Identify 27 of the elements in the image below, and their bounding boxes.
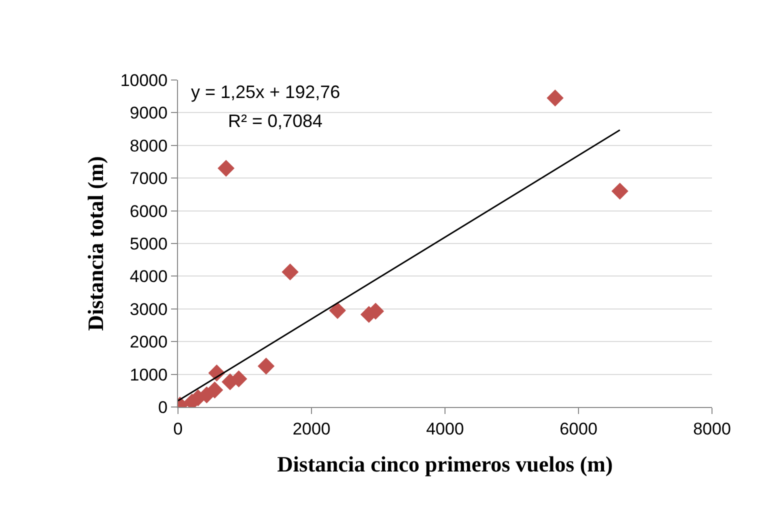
y-tick-label: 1000 xyxy=(130,365,168,384)
y-axis-title: Distancia total (m) xyxy=(83,156,108,331)
point xyxy=(329,302,346,319)
y-tick-label: 10000 xyxy=(120,70,168,90)
point xyxy=(611,182,628,200)
y-tick-label: 6000 xyxy=(130,202,168,221)
y-tick-label: 2000 xyxy=(130,332,168,352)
point xyxy=(206,382,224,398)
y-tick-label: 4000 xyxy=(130,267,168,286)
y-tick-label: 7000 xyxy=(130,169,168,188)
x-tick-label: 8000 xyxy=(693,419,731,438)
y-tick-label: 3000 xyxy=(130,300,168,319)
x-tick-label: 0 xyxy=(173,419,183,438)
x-tick-label: 6000 xyxy=(560,419,598,438)
point xyxy=(282,264,299,280)
x-axis-title: Distancia cinco primeros vuelos (m) xyxy=(277,451,613,476)
annotation: y = 1,25x + 192,76 xyxy=(191,82,340,102)
y-tick-label: 9000 xyxy=(130,104,168,123)
point xyxy=(546,90,564,106)
y-tick-label: 8000 xyxy=(130,136,168,156)
annotation: R² = 0,7084 xyxy=(228,111,323,131)
x-tick-label: 4000 xyxy=(426,419,464,438)
point xyxy=(258,358,275,375)
point xyxy=(218,160,235,177)
y-tick-label: 0 xyxy=(158,398,168,417)
x-tick-label: 2000 xyxy=(292,419,330,438)
y-tick-label: 5000 xyxy=(130,234,168,254)
